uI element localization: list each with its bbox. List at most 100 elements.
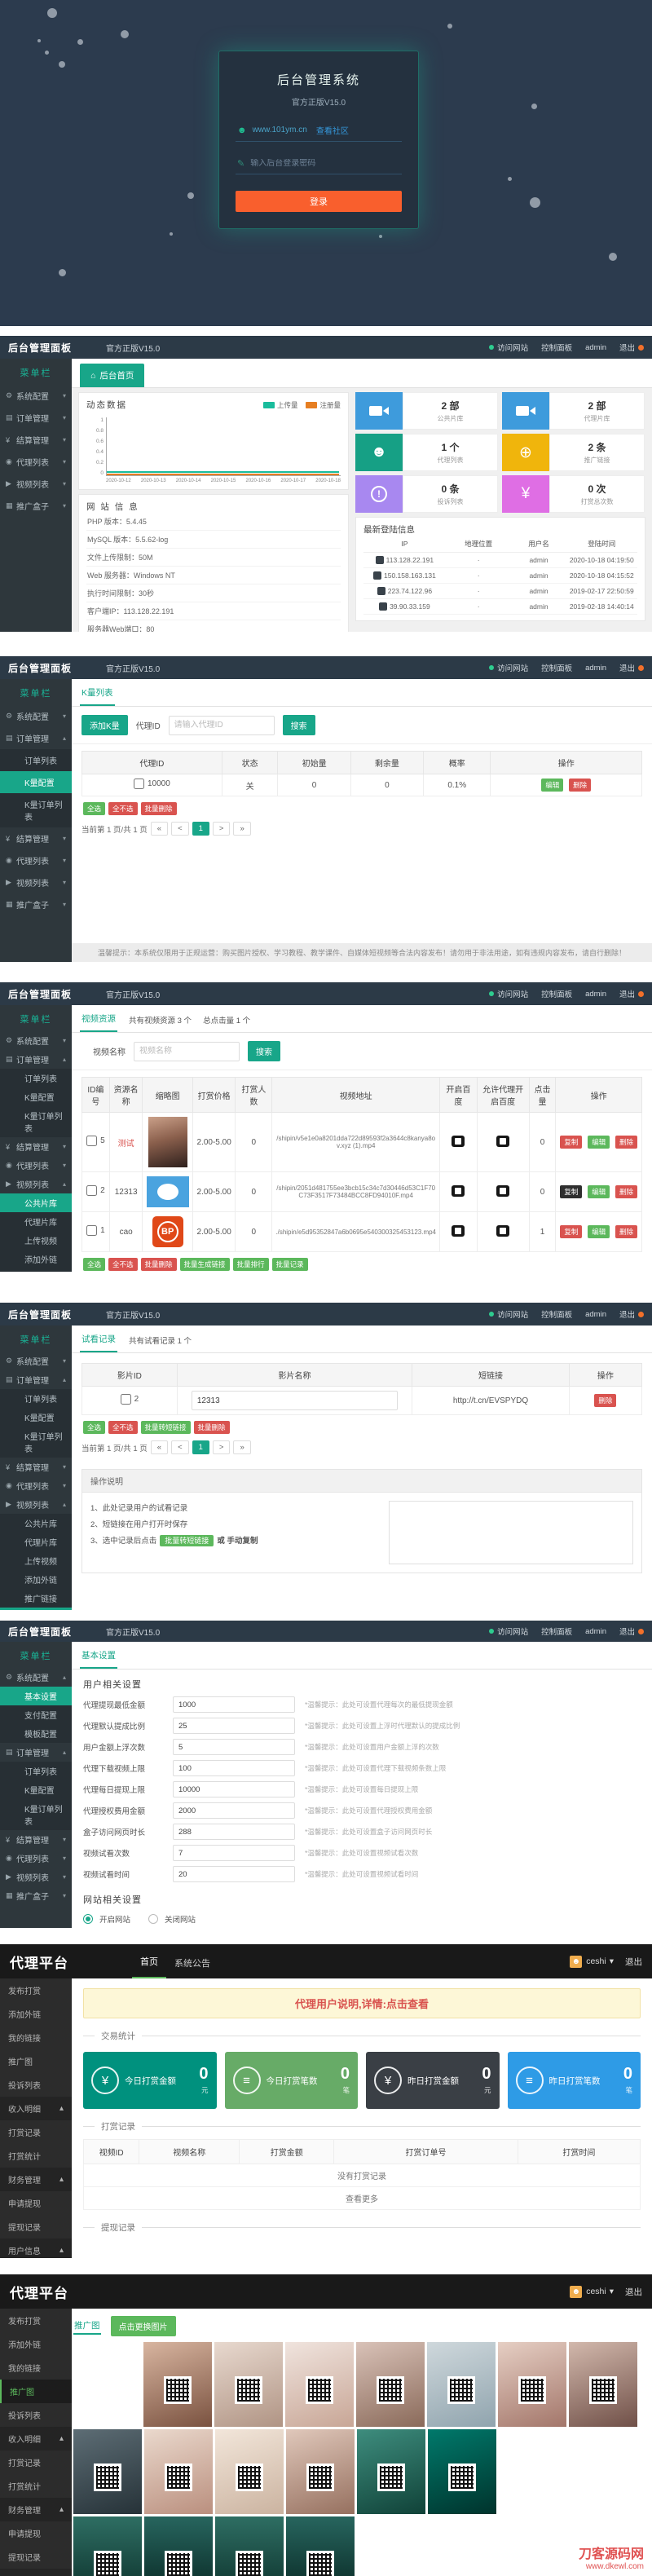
- copy-button[interactable]: 复制: [560, 1225, 583, 1238]
- promo-image[interactable]: [356, 2342, 425, 2427]
- stat-card[interactable]: 2 部 公共片库: [355, 392, 498, 430]
- sidebar-item[interactable]: 支付配置: [0, 1705, 72, 1724]
- promo-image[interactable]: [498, 2342, 566, 2427]
- sidebar-item[interactable]: ⚙ 系统配置 ▾: [6, 391, 66, 402]
- promo-image[interactable]: [357, 2429, 425, 2514]
- sidebar-item[interactable]: 代理片库: [0, 1533, 72, 1551]
- sidebar-item[interactable]: ¥ 结算管理 ▾: [6, 1835, 66, 1846]
- delete-button[interactable]: 删除: [594, 1394, 617, 1407]
- site-url-link[interactable]: www.101ym.cn: [252, 126, 307, 135]
- sidebar-item[interactable]: ▦ 推广盒子 ▾: [6, 501, 66, 512]
- setting-input[interactable]: [173, 1866, 295, 1882]
- agent-baidu-toggle[interactable]: [496, 1135, 510, 1147]
- community-link[interactable]: 查看社区: [315, 127, 349, 136]
- tab-basic-settings[interactable]: 基本设置: [80, 1642, 117, 1669]
- stat-card[interactable]: ¥ 0 次 打赏总次数: [502, 475, 645, 513]
- nav-control-panel[interactable]: 控制面板: [541, 1311, 573, 1320]
- sidebar-item[interactable]: ◉ 代理列表 ▾: [6, 1481, 66, 1492]
- sidebar-item[interactable]: ▶ 视频列表 ▴: [6, 1180, 66, 1190]
- stat-card[interactable]: ☻ 1 个 代理列表: [355, 434, 498, 471]
- stat-card[interactable]: 2 部 代理片库: [502, 392, 645, 430]
- video-thumbnail[interactable]: [146, 1176, 189, 1207]
- sidebar-item[interactable]: 上传视频: [0, 1551, 72, 1570]
- sidebar-item[interactable]: 收入明细 ▴: [0, 2097, 72, 2120]
- sidebar-item[interactable]: ⚙ 系统配置 ▾: [6, 1036, 66, 1047]
- sidebar-item[interactable]: ▶ 视频列表 ▴: [6, 1500, 66, 1511]
- setting-input[interactable]: [173, 1760, 295, 1776]
- setting-input[interactable]: [173, 1824, 295, 1840]
- baidu-toggle[interactable]: [452, 1135, 465, 1147]
- sidebar-item[interactable]: K量订单列表: [0, 1106, 72, 1137]
- agent-baidu-toggle[interactable]: [496, 1184, 510, 1197]
- sidebar-item[interactable]: 添加外链: [0, 1570, 72, 1589]
- sidebar-item[interactable]: ¥ 结算管理 ▾: [6, 1462, 66, 1474]
- sidebar-item[interactable]: ▤ 订单管理 ▴: [6, 734, 66, 744]
- baidu-toggle[interactable]: [452, 1224, 465, 1237]
- stat-card[interactable]: ! 0 条 投诉列表: [355, 475, 498, 513]
- sidebar-item[interactable]: 模板配置: [0, 1724, 72, 1743]
- sidebar-item[interactable]: ⚙ 系统配置 ▴: [6, 1673, 66, 1683]
- sidebar-item[interactable]: 代理片库: [0, 1212, 72, 1231]
- password-input[interactable]: [250, 159, 381, 168]
- batch-button[interactable]: 全不选: [108, 802, 138, 815]
- sidebar-item[interactable]: 推广链接: [0, 1268, 72, 1272]
- sidebar-item[interactable]: ▶ 视频列表 ▾: [6, 1872, 66, 1883]
- page-prev[interactable]: <: [171, 822, 189, 836]
- row-checkbox[interactable]: [86, 1225, 98, 1236]
- sidebar-item[interactable]: ◉ 代理列表 ▾: [6, 856, 66, 867]
- promo-image[interactable]: [428, 2429, 496, 2514]
- agent-username[interactable]: ceshi ▾: [586, 1956, 614, 1966]
- sidebar-item[interactable]: ⚙ 系统配置 ▾: [6, 1356, 66, 1367]
- batch-button[interactable]: 批量转短链接: [140, 1421, 191, 1434]
- setting-input[interactable]: [173, 1718, 295, 1734]
- batch-button[interactable]: 批量生成链接: [179, 1258, 230, 1271]
- sidebar-item[interactable]: K量订单列表: [0, 793, 72, 827]
- sidebar-item[interactable]: K量配置: [0, 1780, 72, 1799]
- view-more[interactable]: 查看更多: [83, 2186, 641, 2210]
- sidebar-item[interactable]: 发布打赏: [8, 2318, 41, 2327]
- video-name-input[interactable]: [134, 1041, 240, 1061]
- add-kvolume-button[interactable]: 添加K量: [82, 715, 128, 735]
- baidu-toggle[interactable]: [452, 1184, 465, 1197]
- edit-button[interactable]: 编辑: [588, 1225, 610, 1238]
- batch-button[interactable]: 全选: [83, 1258, 106, 1271]
- nav-logout[interactable]: 退出: [619, 1625, 644, 1637]
- page-current[interactable]: 1: [192, 822, 209, 836]
- link-textarea[interactable]: [389, 1501, 633, 1564]
- sidebar-item[interactable]: ▦ 推广盒子 ▾: [6, 900, 66, 911]
- tab-announcement[interactable]: 系统公告: [174, 1958, 210, 1969]
- nav-control-panel[interactable]: 控制面板: [541, 990, 573, 999]
- sidebar-item[interactable]: 申请提现: [8, 2200, 41, 2209]
- sidebar-item[interactable]: 添加外链: [8, 2341, 41, 2350]
- sidebar-item[interactable]: 推广图: [8, 2058, 33, 2067]
- sidebar-item[interactable]: ▶ 视频列表 ▾: [6, 878, 66, 889]
- promo-image[interactable]: [214, 2342, 283, 2427]
- promo-image[interactable]: [144, 2516, 213, 2576]
- batch-shortlink-chip[interactable]: 批量转短链接: [160, 1534, 214, 1546]
- sidebar-item[interactable]: 投诉列表: [8, 2412, 41, 2421]
- sidebar-item[interactable]: ¥ 结算管理 ▾: [6, 435, 66, 447]
- nav-control-panel[interactable]: 控制面板: [541, 344, 573, 353]
- sidebar-item[interactable]: 打赏统计: [8, 2483, 41, 2492]
- row-checkbox[interactable]: [86, 1185, 98, 1196]
- change-image-button[interactable]: 点击更换图片: [110, 2316, 176, 2336]
- sidebar-item[interactable]: ◉ 代理列表 ▾: [6, 1854, 66, 1864]
- delete-button[interactable]: 删除: [569, 779, 592, 792]
- sidebar-item[interactable]: 我的链接: [8, 2035, 41, 2044]
- batch-button[interactable]: 批量删除: [140, 802, 177, 815]
- batch-button[interactable]: 批量删除: [140, 1258, 177, 1271]
- delete-button[interactable]: 删除: [615, 1225, 637, 1238]
- sidebar-item[interactable]: 提现记录: [8, 2554, 41, 2563]
- stat-card[interactable]: ⊕ 2 条 推广链接: [502, 434, 645, 471]
- sidebar-item[interactable]: 添加外链: [8, 2011, 41, 2020]
- sidebar-item[interactable]: ¥ 结算管理 ▾: [6, 1142, 66, 1153]
- sidebar-item[interactable]: 订单列表: [0, 1762, 72, 1780]
- video-thumbnail[interactable]: BP: [152, 1216, 183, 1247]
- sidebar-item[interactable]: 推广链接: [0, 1589, 72, 1608]
- page-first[interactable]: «: [150, 822, 169, 836]
- setting-input[interactable]: [173, 1781, 295, 1797]
- page-next[interactable]: >: [212, 822, 231, 836]
- promo-image[interactable]: [286, 2429, 355, 2514]
- sidebar-item[interactable]: ▤ 订单管理 ▴: [6, 1375, 66, 1386]
- delete-button[interactable]: 删除: [615, 1185, 637, 1198]
